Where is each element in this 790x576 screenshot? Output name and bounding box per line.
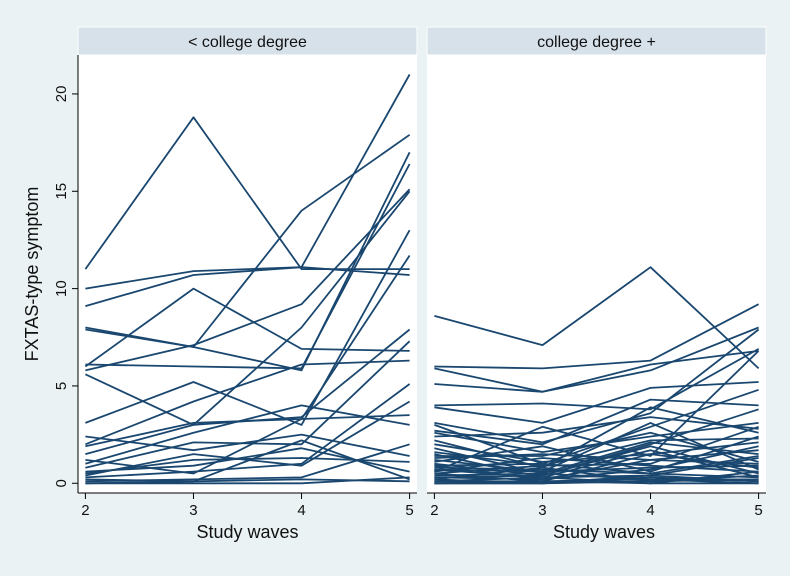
y-tick-label: 10 bbox=[53, 280, 70, 297]
y-axis-title: FXTAS-type symptom bbox=[22, 187, 42, 362]
panel-1-x-axis-title: Study waves bbox=[196, 522, 298, 542]
panel-1: < college degree 2 3 4 5 0 5 10 15 20 Study wav… bbox=[53, 26, 418, 542]
panel-1-series-16-line bbox=[85, 340, 411, 469]
panel-2: college degree + 2 3 4 5 Study waves bbox=[426, 26, 767, 542]
panel-1-series-25-line bbox=[85, 433, 410, 457]
panel-2-x-axis-title: Study waves bbox=[553, 522, 655, 542]
panel-1-x-tick-label: 4 bbox=[297, 502, 305, 519]
panel-2-x-tick-label: 5 bbox=[754, 502, 762, 519]
panel-1-series-10-line bbox=[85, 229, 411, 426]
panel-2-x-tick-label: 2 bbox=[430, 502, 438, 519]
panel-2-series-3-line bbox=[434, 326, 759, 393]
panel-2-series-29-line bbox=[434, 478, 759, 485]
y-tick-label: 0 bbox=[53, 479, 70, 487]
panel-1-series-18-line bbox=[85, 383, 411, 479]
panel-2-series-37-line bbox=[434, 416, 759, 438]
panel-1-x-ticks: 2 3 4 5 bbox=[81, 493, 414, 519]
panel-2-series-4-line bbox=[434, 350, 759, 393]
panel-2-series-2-line bbox=[434, 303, 760, 370]
panel-2-series-5-line bbox=[434, 348, 760, 411]
panel-1-strip bbox=[77, 26, 418, 56]
panel-1-series-20-line bbox=[85, 443, 410, 483]
panel-2-series-23-line bbox=[434, 453, 759, 483]
panel-1-series-7-line bbox=[84, 287, 410, 368]
panel-1-series-5-line bbox=[85, 151, 411, 372]
panel-1-series-4-line bbox=[85, 134, 411, 348]
y-tick-label: 15 bbox=[53, 183, 70, 200]
panel-1-series-13-line bbox=[85, 328, 411, 455]
panel-1-x-tick-label: 5 bbox=[405, 502, 413, 519]
panel-1-y-ticks: 0 5 10 15 20 bbox=[53, 86, 78, 487]
panel-2-series-35-line bbox=[434, 421, 759, 473]
panel-2-series-40-line bbox=[434, 350, 760, 473]
panel-2-series-32-line bbox=[434, 474, 759, 485]
panel-2-series-20-line bbox=[434, 466, 759, 479]
panel-2-series-38-line bbox=[434, 455, 759, 475]
panel-1-series-11-line bbox=[85, 359, 410, 446]
panel-1-x-tick-label: 2 bbox=[81, 502, 89, 519]
panel-1-series-6-line bbox=[85, 163, 411, 370]
panel-1-series-2-line bbox=[85, 266, 410, 290]
panel-2-series-7-line bbox=[434, 328, 760, 444]
panel-1-series-23-line bbox=[85, 400, 411, 477]
panel-2-x-tick-label: 4 bbox=[646, 502, 654, 519]
panel-2-series-lines bbox=[434, 266, 760, 485]
panel-1-series-9-line bbox=[85, 190, 411, 426]
panel-1-series-24-line bbox=[85, 447, 410, 473]
panel-2-plot-area bbox=[427, 55, 766, 493]
panel-2-series-1-line bbox=[434, 266, 760, 370]
panel-2-series-36-line bbox=[434, 408, 759, 479]
panel-1-series-lines bbox=[84, 74, 411, 485]
panel-2-series-31-line bbox=[434, 480, 759, 485]
panel-2-x-tick-label: 3 bbox=[538, 502, 546, 519]
panel-2-series-17-line bbox=[434, 435, 759, 473]
panel-2-series-34-line bbox=[434, 453, 759, 465]
panel-2-series-8-line bbox=[434, 388, 759, 465]
panel-2-series-13-line bbox=[434, 441, 759, 475]
panel-2-series-19-line bbox=[434, 449, 759, 481]
panel-1-title: < college degree bbox=[188, 34, 307, 51]
panel-1-series-3-line bbox=[85, 74, 411, 307]
panel-1-series-1-line bbox=[84, 116, 410, 271]
panel-2-title: college degree + bbox=[537, 34, 656, 51]
panel-1-x-tick-label: 3 bbox=[189, 502, 197, 519]
panel-1-series-22-line bbox=[85, 476, 410, 485]
panel-1-series-8-line bbox=[85, 188, 411, 372]
y-tick-label: 5 bbox=[53, 382, 70, 390]
panel-2-x-ticks: 2 3 4 5 bbox=[430, 493, 763, 519]
y-tick-label: 20 bbox=[53, 86, 70, 103]
panel-2-series-33-line bbox=[434, 437, 759, 475]
panel-2-series-6-line bbox=[434, 381, 759, 424]
panel-2-series-39-line bbox=[434, 449, 759, 479]
panel-1-series-15-line bbox=[85, 404, 410, 465]
